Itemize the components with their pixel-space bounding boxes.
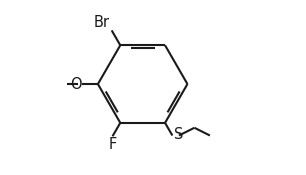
Text: O: O [70,76,81,92]
Text: S: S [174,127,184,142]
Text: F: F [108,137,117,152]
Text: Br: Br [94,15,110,30]
